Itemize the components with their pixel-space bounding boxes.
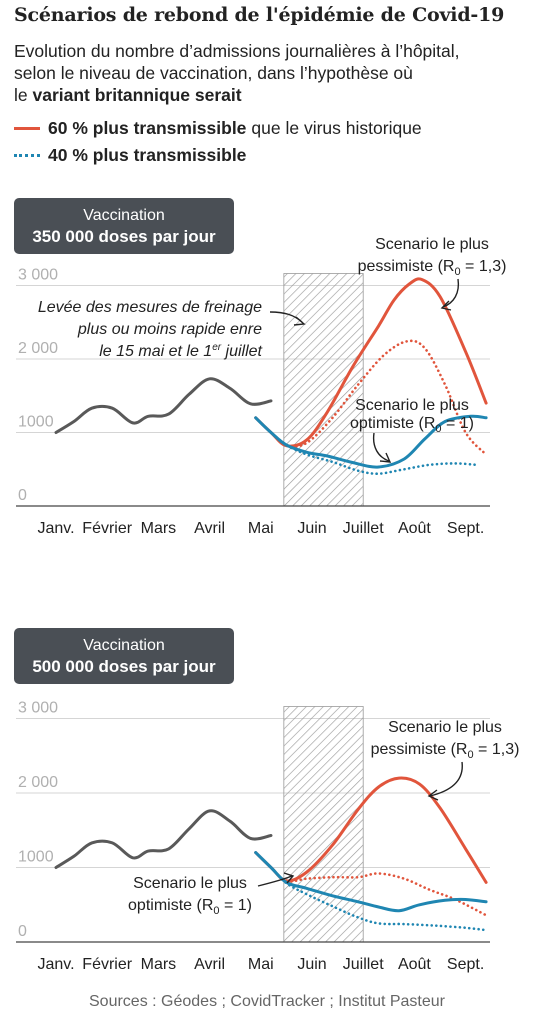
y-tick-label: 3 000 [18,700,58,717]
subtitle-line-1: Evolution du nombre d’admissions journal… [14,41,460,61]
annotation-pessimiste-line-2: pessimiste (R0 = 1,3) [358,258,507,278]
arrow-shaded-head [293,316,306,326]
badge-2-line1: Vaccination [83,637,165,654]
shaded-period [283,273,364,507]
arrow-optimiste [372,432,390,462]
annotation-shaded-line-2: plus ou moins rapide enre [77,321,262,338]
annotation-optimiste-line-2: optimiste (R0 = 1) [128,897,252,917]
badge-1-line2: 350 000 doses par jour [32,227,216,246]
series-line-observed [54,377,273,434]
y-tick-label: 2 000 [18,774,58,791]
annotation-optimiste-line-2: optimiste (R0 = 1) [350,415,474,435]
annotation-shaded-line-3: le 15 mai et le 1er juillet [99,342,262,360]
annotation-shaded-line-1: Levée des mesures de freinage [38,299,262,316]
arrow-pessimiste-head [427,789,439,801]
subtitle-line-3: le variant britannique serait [14,84,242,106]
legend-label-60-rest: que le virus historique [251,117,422,138]
shaded-period [283,706,364,943]
y-tick-label: 0 [18,923,27,940]
chart-350000: 0 1000 2 000 3 000 Janv. Février Mars Avril Mai J… [16,236,507,537]
y-tick-label: 0 [18,487,27,504]
annotation-pessimiste-line-1: Scenario le plus [375,236,489,253]
subtitle-bold: variant britannique serait [32,85,242,105]
subtitle-line-2: selon le niveau de vaccination, dans l’h… [14,63,413,83]
y-tick-label: 2 000 [18,340,58,357]
x-tick-label: Janv. [37,956,74,973]
x-tick-label: Juin [297,520,326,537]
badge-2-line2: 500 000 doses par jour [32,657,216,676]
sources: Sources : Géodes ; CovidTracker ; Instit… [89,993,445,1010]
x-tick-label: Mars [141,520,177,537]
chart-500000: 0 1000 2 000 3 000 Janv. Février Mars Avril Mai J… [16,700,520,973]
annotation-optimiste-line-1: Scenario le plus [355,397,469,414]
badge-chart-2: Vaccination 500 000 doses par jour [14,628,234,684]
legend-item-60: 60 % plus transmissible que le virus his… [14,116,422,140]
badge-chart-1: Vaccination 350 000 doses par jour [14,198,234,254]
arrow-pessimiste-head [440,300,452,311]
x-tick-label: Août [398,520,431,537]
series-line-40-pessimiste [254,339,488,456]
legend-label-60-bold: 60 % plus transmissible [48,117,247,138]
arrow-pessimiste [442,278,460,308]
chart-title: Scénarios de rebond de l'épidémie de Cov… [14,4,505,26]
legend-label-40-bold: 40 % plus transmissible [48,144,247,165]
annotation-pessimiste-line-1: Scenario le plus [388,719,502,736]
arrow-optimiste [257,875,293,887]
x-tick-label: Janv. [37,520,74,537]
series-line-60-optimiste [254,414,488,469]
x-tick-label: Mai [248,956,274,973]
subtitle-prefix: le [14,85,33,105]
x-tick-label: Juillet [343,956,384,973]
x-tick-label: Février [82,520,132,537]
x-tick-label: Avril [194,956,225,973]
series-line-observed [54,809,273,869]
arrow-optimiste-head [283,872,295,884]
badge-1-line1: Vaccination [83,207,165,224]
x-tick-label: Juillet [343,520,384,537]
x-tick-label: Sept. [447,956,484,973]
x-tick-label: Avril [194,520,225,537]
arrow-pessimiste [429,761,463,797]
y-tick-label: 1000 [18,414,54,431]
annotation-optimiste-line-1: Scenario le plus [133,875,247,892]
x-tick-label: Mars [141,956,177,973]
y-tick-label: 3 000 [18,267,58,284]
x-tick-label: Sept. [447,520,484,537]
series-line-40-optimiste [254,416,478,476]
x-tick-label: Juin [297,956,326,973]
x-tick-label: Août [398,956,431,973]
legend-swatch-dotted [14,153,40,157]
annotation-pessimiste-line-2: pessimiste (R0 = 1,3) [371,741,520,761]
arrow-optimiste-head [379,452,392,463]
y-tick-label: 1000 [18,849,54,866]
legend-item-40: 40 % plus transmissible [14,143,251,167]
x-tick-label: Février [82,956,132,973]
x-tick-label: Mai [248,520,274,537]
legend-swatch-solid [14,126,40,130]
